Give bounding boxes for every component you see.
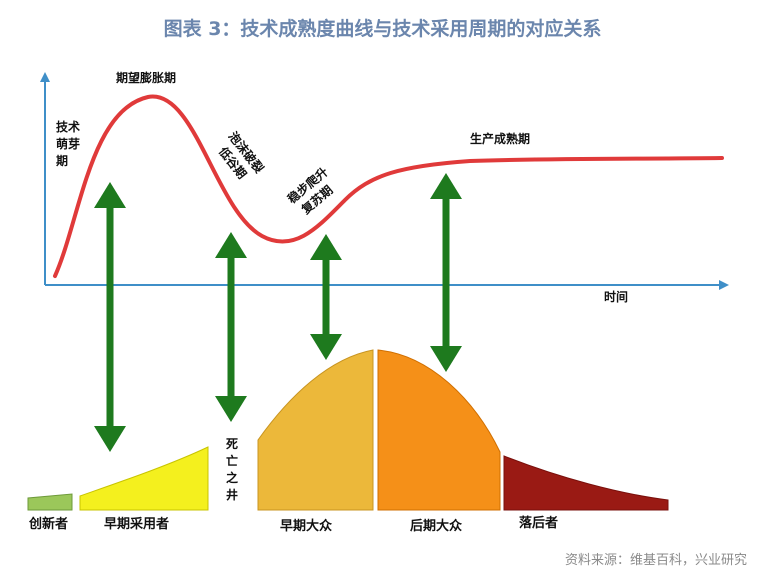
hype-curve [53,94,724,278]
phase-trigger-line-2: 萌芽 [56,136,80,151]
label-laggards: 落后者 [519,515,558,531]
phase-trigger-line-1: 技术 [56,119,80,134]
arrow-plateau-to-late-majority [430,173,462,372]
segment-late-majority [377,349,501,511]
arrow-peak-to-early-adopters [94,182,126,452]
source-note: 资料来源：维基百科，兴业研究 [564,553,747,568]
phase-peak-label: 期望膨胀期 [116,70,176,85]
phase-trigger-line-3: 期 [56,153,68,168]
segment-early-adopters [79,446,209,511]
chasm-label: 死 亡 之 井 [226,437,242,502]
label-early-adopters: 早期采用者 [104,516,169,532]
chasm-char-3: 之 [226,470,238,485]
label-early-majority: 早期大众 [280,518,332,534]
figure-title: 图表 3：技术成熟度曲线与技术采用周期的对应关系 [163,18,602,40]
chasm-char-2: 亡 [226,453,238,468]
arrow-slope-to-early-majority [310,234,342,360]
x-axis-label: 时间 [604,289,628,304]
segment-innovators [27,493,73,511]
arrow-trough-to-chasm [215,232,247,422]
label-late-majority: 后期大众 [410,518,462,534]
phase-trough-label: 泡沫破裂 低谷期 [215,129,267,182]
phase-trigger-label: 技术 萌芽 期 [56,119,84,168]
phase-plateau-label: 生产成熟期 [470,131,530,146]
chasm-char-4: 井 [226,487,238,502]
chasm-char-1: 死 [226,437,238,451]
label-innovators: 创新者 [28,516,68,532]
segment-early-majority [257,349,374,511]
segment-laggards [503,455,669,511]
